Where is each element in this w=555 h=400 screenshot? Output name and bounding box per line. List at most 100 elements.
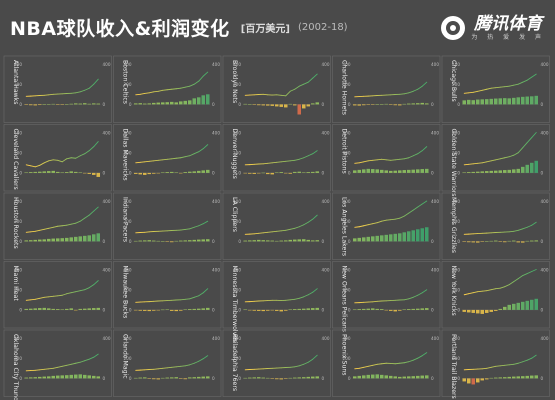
profit-bar bbox=[512, 169, 516, 173]
profit-bar bbox=[389, 309, 393, 311]
profit-bar bbox=[306, 172, 311, 173]
profit-bar bbox=[206, 94, 210, 105]
revenue-line-segment bbox=[298, 83, 305, 87]
profit-bar bbox=[37, 376, 42, 379]
panel-border bbox=[222, 192, 331, 260]
panel-border bbox=[3, 329, 112, 397]
revenue-line-segment bbox=[280, 160, 287, 163]
profit-bar bbox=[366, 168, 371, 173]
y-tick-label: 400 bbox=[124, 336, 132, 341]
profit-bar bbox=[411, 308, 416, 310]
profit-bar bbox=[293, 171, 297, 173]
profit-bar bbox=[357, 169, 362, 173]
y-tick-label: 0 bbox=[19, 239, 22, 244]
profit-bar bbox=[243, 103, 248, 105]
profit-bar bbox=[92, 172, 96, 175]
revenue-line-segment bbox=[513, 83, 519, 86]
revenue-line-segment bbox=[522, 79, 528, 83]
profit-bar bbox=[362, 104, 366, 106]
profit-bar bbox=[375, 308, 380, 310]
revenue-line-segment bbox=[79, 217, 86, 222]
revenue-line-segment bbox=[399, 215, 405, 219]
y-tick-label-right: 0 bbox=[322, 102, 325, 107]
revenue-line-segment bbox=[70, 362, 77, 365]
profit-bar bbox=[357, 237, 362, 242]
revenue-line-segment bbox=[408, 296, 414, 300]
profit-bar bbox=[380, 169, 384, 173]
profit-bar bbox=[425, 227, 429, 242]
revenue-line-segment bbox=[303, 155, 309, 159]
profit-bar bbox=[65, 237, 69, 242]
profit-bar bbox=[393, 376, 398, 379]
profit-bar bbox=[183, 100, 188, 105]
revenue-line-segment bbox=[526, 137, 533, 144]
revenue-line-segment bbox=[513, 152, 519, 156]
revenue-line-segment bbox=[57, 294, 63, 297]
team-name-label: New York Knicks bbox=[450, 266, 457, 316]
profit-bar bbox=[297, 171, 302, 173]
profit-bar bbox=[96, 233, 101, 242]
profit-bar bbox=[398, 309, 402, 311]
revenue-line-segment bbox=[198, 223, 204, 227]
profit-bar bbox=[534, 160, 539, 173]
profit-bar bbox=[170, 241, 174, 243]
revenue-line-segment bbox=[504, 284, 510, 288]
profit-bar bbox=[134, 377, 138, 379]
y-tick-label: 400 bbox=[233, 267, 241, 272]
profit-bar bbox=[55, 309, 60, 310]
revenue-line-segment bbox=[162, 89, 168, 91]
profit-bar bbox=[467, 309, 471, 313]
profit-bar bbox=[161, 172, 165, 173]
revenue-line-segment bbox=[79, 289, 86, 292]
profit-bar bbox=[161, 102, 165, 105]
revenue-line-segment bbox=[144, 92, 150, 94]
profit-bar bbox=[65, 375, 69, 379]
revenue-line-segment bbox=[303, 294, 309, 298]
profit-bar bbox=[498, 377, 503, 379]
profit-bar bbox=[384, 309, 389, 311]
revenue-line-segment bbox=[171, 157, 177, 160]
profit-bar bbox=[179, 240, 183, 242]
profit-bar bbox=[266, 172, 270, 175]
profit-bar bbox=[161, 377, 165, 379]
profit-bar bbox=[311, 240, 315, 242]
revenue-line-segment bbox=[495, 158, 501, 161]
profit-bar bbox=[29, 104, 33, 106]
tencent-sports-logo-icon bbox=[441, 16, 466, 40]
profit-bar bbox=[152, 378, 156, 380]
profit-bar bbox=[302, 308, 306, 310]
profit-bar bbox=[384, 170, 389, 173]
profit-bar bbox=[252, 172, 257, 174]
profit-bar bbox=[516, 376, 521, 379]
profit-bar bbox=[257, 377, 261, 379]
revenue-line-segment bbox=[276, 94, 282, 96]
revenue-line-segment bbox=[75, 361, 81, 364]
profit-bar bbox=[248, 104, 252, 105]
profit-bar bbox=[471, 100, 476, 105]
revenue-line-segment bbox=[285, 160, 291, 162]
revenue-line-segment bbox=[312, 150, 318, 155]
team-name-label: Dallas Mavericks bbox=[122, 129, 129, 181]
revenue-line-segment bbox=[193, 360, 200, 364]
profit-bar bbox=[311, 171, 315, 173]
y-tick-label-right: 0 bbox=[212, 376, 215, 381]
revenue-line-segment bbox=[166, 158, 173, 160]
profit-bar bbox=[411, 230, 416, 242]
revenue-line-segment bbox=[57, 225, 63, 227]
revenue-line-segment bbox=[84, 87, 90, 91]
y-tick-label-right: 400 bbox=[541, 130, 549, 135]
revenue-line-segment bbox=[193, 151, 200, 155]
profit-bar bbox=[375, 235, 380, 242]
profit-bar bbox=[188, 100, 192, 105]
profit-bar bbox=[192, 377, 197, 379]
profit-bar bbox=[416, 229, 420, 242]
revenue-line-segment bbox=[408, 155, 414, 159]
panel-border bbox=[332, 55, 441, 123]
revenue-line-segment bbox=[354, 226, 360, 228]
profit-bar bbox=[266, 240, 270, 242]
profit-bar bbox=[170, 309, 174, 311]
profit-bar bbox=[275, 378, 279, 380]
